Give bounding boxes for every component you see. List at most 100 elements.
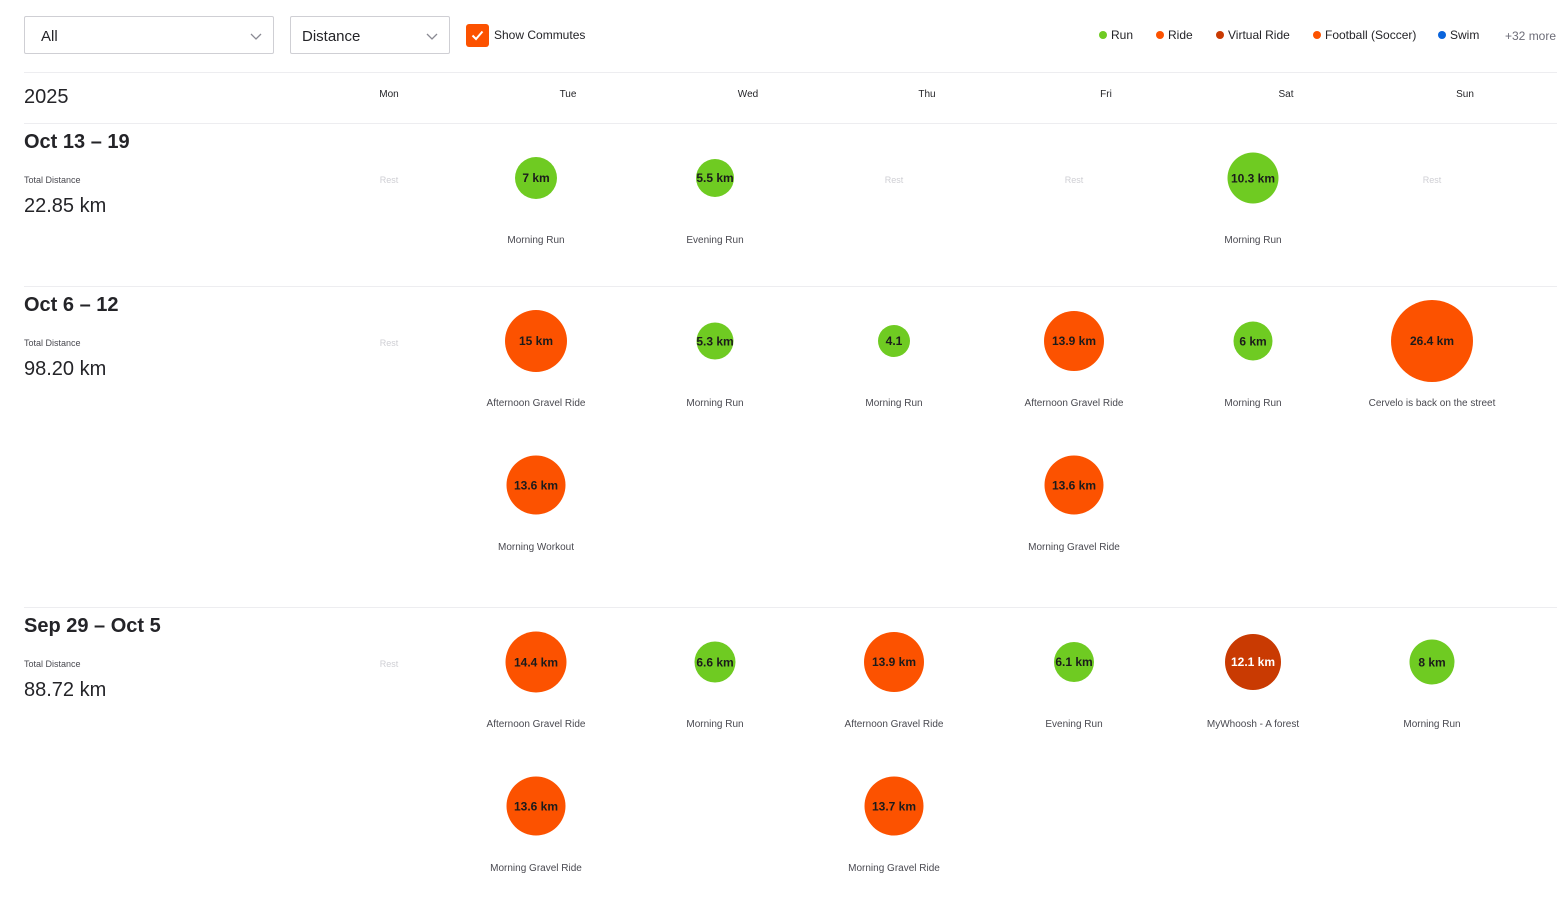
- legend-more-link[interactable]: +32 more: [1505, 29, 1557, 43]
- activity-bubble-ride[interactable]: 13.6 km: [506, 455, 566, 515]
- activity-name[interactable]: Cervelo is back on the street: [1368, 398, 1496, 409]
- day-header-wed: Wed: [737, 89, 759, 100]
- activity-name[interactable]: Morning Run: [686, 398, 744, 409]
- activity-distance: 13.6 km: [513, 799, 559, 813]
- metric-select[interactable]: Distance: [290, 16, 450, 54]
- activity-distance: 13.9 km: [1051, 334, 1097, 348]
- week-total-value: 98.20 km: [24, 358, 107, 380]
- legend-item-ride[interactable]: Ride: [1156, 28, 1193, 42]
- legend-dot-icon: [1313, 31, 1321, 39]
- activity-bubble-run[interactable]: 6 km: [1233, 321, 1273, 361]
- activity-bubble-ride[interactable]: 26.4 km: [1391, 300, 1473, 382]
- activity-name[interactable]: Morning Run: [507, 235, 565, 246]
- checkmark-icon: [471, 30, 484, 41]
- rest-day-label: Rest: [379, 175, 399, 185]
- week-total-label: Total Distance: [24, 338, 81, 348]
- week-divider: [24, 607, 1557, 608]
- rest-day-label: Rest: [884, 175, 904, 185]
- activity-distance: 10.3 km: [1230, 171, 1276, 185]
- activity-type-select[interactable]: All: [24, 16, 274, 54]
- day-header-tue: Tue: [559, 89, 577, 100]
- legend-dot-icon: [1099, 31, 1107, 39]
- legend-label: Football (Soccer): [1325, 28, 1417, 42]
- activity-bubble-run[interactable]: 8 km: [1409, 639, 1455, 685]
- activity-distance: 8 km: [1418, 655, 1446, 669]
- activity-bubble-run[interactable]: 5.5 km: [696, 159, 734, 197]
- metric-value: Distance: [302, 28, 361, 45]
- legend-label: Run: [1111, 28, 1134, 42]
- activity-name[interactable]: Morning Gravel Ride: [848, 863, 940, 874]
- legend-item-run[interactable]: Run: [1099, 28, 1133, 42]
- activity-distance: 12.1 km: [1230, 655, 1276, 669]
- legend-label: Swim: [1450, 28, 1480, 42]
- activity-bubble-ride[interactable]: 13.9 km: [1044, 311, 1104, 371]
- week-total-label: Total Distance: [24, 659, 81, 669]
- activity-distance: 5.5 km: [696, 171, 734, 185]
- day-header-fri: Fri: [1100, 89, 1112, 100]
- chevron-down-icon: [250, 33, 262, 40]
- activity-bubble-virtual[interactable]: 12.1 km: [1225, 634, 1281, 690]
- activity-distance: 7 km: [522, 171, 550, 185]
- activity-name[interactable]: Evening Run: [686, 235, 744, 246]
- legend-item-football-soccer[interactable]: Football (Soccer): [1313, 28, 1416, 42]
- activity-bubble-run[interactable]: 7 km: [515, 157, 557, 199]
- day-header-sat: Sat: [1278, 89, 1294, 100]
- legend-dot-icon: [1438, 31, 1446, 39]
- activity-name[interactable]: Afternoon Gravel Ride: [486, 398, 586, 409]
- activity-name[interactable]: Evening Run: [1045, 719, 1103, 730]
- show-commutes-label[interactable]: Show Commutes: [494, 28, 586, 42]
- activity-distance: 4.1: [885, 334, 903, 348]
- week-total-label: Total Distance: [24, 175, 81, 185]
- week-title: Sep 29 – Oct 5: [24, 615, 161, 637]
- activity-name[interactable]: Morning Run: [686, 719, 744, 730]
- activity-distance: 15 km: [518, 334, 554, 348]
- divider: [24, 123, 1557, 124]
- rest-day-label: Rest: [1064, 175, 1084, 185]
- activity-name[interactable]: Morning Run: [1403, 719, 1461, 730]
- day-header-thu: Thu: [918, 89, 936, 100]
- legend-item-swim[interactable]: Swim: [1438, 28, 1479, 42]
- divider: [24, 72, 1557, 73]
- activity-distance: 13.9 km: [871, 655, 917, 669]
- week-title: Oct 13 – 19: [24, 131, 130, 153]
- activity-name[interactable]: Morning Workout: [498, 542, 574, 553]
- activity-bubble-ride[interactable]: 13.7 km: [864, 776, 924, 836]
- show-commutes-checkbox[interactable]: [466, 24, 489, 47]
- activity-distance: 14.4 km: [513, 655, 559, 669]
- activity-bubble-ride[interactable]: 14.4 km: [505, 631, 567, 693]
- legend-dot-icon: [1216, 31, 1224, 39]
- activity-name[interactable]: Morning Run: [865, 398, 923, 409]
- week-title: Oct 6 – 12: [24, 294, 119, 316]
- legend-label: Virtual Ride: [1228, 28, 1290, 42]
- activity-bubble-run[interactable]: 10.3 km: [1227, 152, 1279, 204]
- activity-bubble-ride[interactable]: 13.6 km: [1044, 455, 1104, 515]
- activity-distance: 13.7 km: [871, 799, 917, 813]
- activity-name[interactable]: Morning Run: [1224, 398, 1282, 409]
- activity-name[interactable]: Morning Gravel Ride: [490, 863, 582, 874]
- rest-day-label: Rest: [379, 338, 399, 348]
- activity-bubble-run[interactable]: 5.3 km: [696, 322, 734, 360]
- week-total-value: 22.85 km: [24, 195, 107, 217]
- activity-distance: 6 km: [1239, 334, 1267, 348]
- activity-bubble-run[interactable]: 4.1: [878, 325, 910, 357]
- legend-item-virtual-ride[interactable]: Virtual Ride: [1216, 28, 1290, 42]
- activity-bubble-ride[interactable]: 15 km: [505, 310, 567, 372]
- activity-name[interactable]: MyWhoosh - A forest: [1206, 719, 1300, 730]
- activity-bubble-run[interactable]: 6.6 km: [694, 641, 736, 683]
- activity-name[interactable]: Afternoon Gravel Ride: [1024, 398, 1124, 409]
- day-header-sun: Sun: [1456, 89, 1474, 100]
- legend-dot-icon: [1156, 31, 1164, 39]
- activity-bubble-run[interactable]: 6.1 km: [1054, 642, 1094, 682]
- activity-distance: 6.6 km: [696, 655, 734, 669]
- rest-day-label: Rest: [1422, 175, 1442, 185]
- activity-distance: 13.6 km: [513, 478, 559, 492]
- rest-day-label: Rest: [379, 659, 399, 669]
- activity-name[interactable]: Morning Run: [1224, 235, 1282, 246]
- activity-bubble-ride[interactable]: 13.9 km: [864, 632, 924, 692]
- day-header-mon: Mon: [379, 89, 399, 100]
- activity-name[interactable]: Morning Gravel Ride: [1028, 542, 1120, 553]
- activity-bubble-ride[interactable]: 13.6 km: [506, 776, 566, 836]
- activity-name[interactable]: Afternoon Gravel Ride: [844, 719, 944, 730]
- activity-distance: 26.4 km: [1409, 334, 1455, 348]
- activity-name[interactable]: Afternoon Gravel Ride: [486, 719, 586, 730]
